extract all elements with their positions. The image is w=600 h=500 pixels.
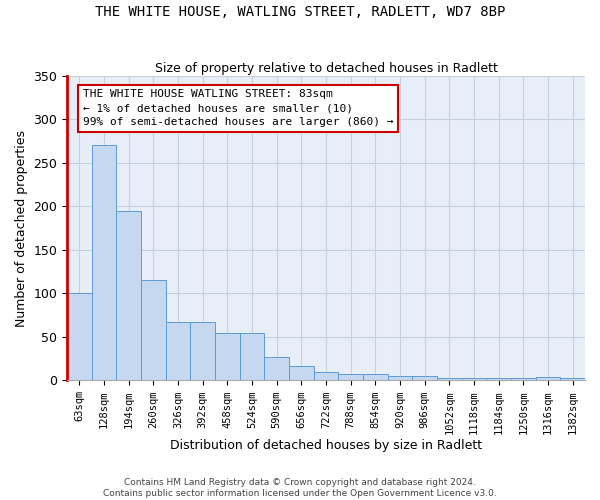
Text: Contains HM Land Registry data © Crown copyright and database right 2024.
Contai: Contains HM Land Registry data © Crown c…	[103, 478, 497, 498]
Bar	[141, 280, 166, 380]
Bar	[560, 378, 585, 380]
Bar	[511, 378, 536, 380]
Bar	[536, 377, 560, 380]
Bar	[289, 366, 314, 380]
Bar	[314, 372, 338, 380]
Bar	[388, 376, 412, 380]
Bar	[437, 378, 462, 380]
Bar	[265, 357, 289, 380]
Title: Size of property relative to detached houses in Radlett: Size of property relative to detached ho…	[155, 62, 497, 74]
Bar	[190, 322, 215, 380]
Text: THE WHITE HOUSE WATLING STREET: 83sqm
← 1% of detached houses are smaller (10)
9: THE WHITE HOUSE WATLING STREET: 83sqm ← …	[83, 90, 393, 128]
Bar	[67, 294, 92, 380]
Bar	[412, 376, 437, 380]
Text: THE WHITE HOUSE, WATLING STREET, RADLETT, WD7 8BP: THE WHITE HOUSE, WATLING STREET, RADLETT…	[95, 5, 505, 19]
Bar	[338, 374, 363, 380]
Bar	[487, 378, 511, 380]
Bar	[166, 322, 190, 380]
Bar	[462, 378, 487, 380]
Bar	[116, 210, 141, 380]
Bar	[240, 334, 265, 380]
Bar	[92, 146, 116, 380]
Bar	[363, 374, 388, 380]
Y-axis label: Number of detached properties: Number of detached properties	[15, 130, 28, 326]
Bar	[215, 334, 240, 380]
X-axis label: Distribution of detached houses by size in Radlett: Distribution of detached houses by size …	[170, 440, 482, 452]
